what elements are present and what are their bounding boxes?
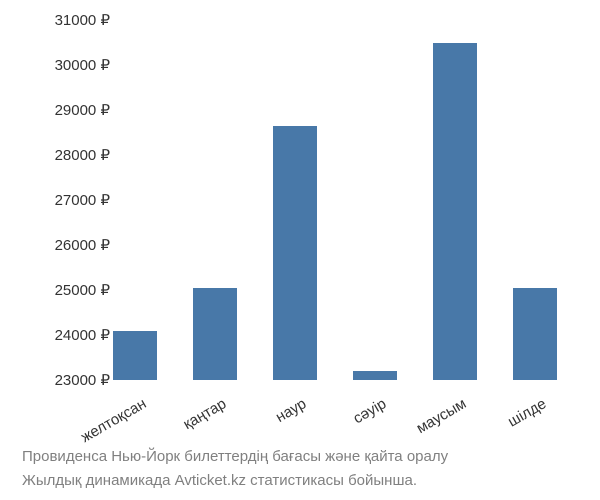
y-axis-tick-label: 24000 ₽ [55, 326, 110, 344]
y-axis-tick-label: 27000 ₽ [55, 191, 110, 209]
bar [353, 371, 397, 380]
y-axis-tick-label: 25000 ₽ [55, 281, 110, 299]
caption-line-2: Жылдық динамикада Avticket.kz статистика… [22, 472, 417, 489]
y-axis-tick-label: 31000 ₽ [55, 11, 110, 29]
bar [433, 43, 477, 381]
chart-container: Провиденса Нью-Йорк билеттердің бағасы ж… [0, 0, 600, 500]
y-axis-tick-label: 28000 ₽ [55, 146, 110, 164]
bar [273, 126, 317, 380]
y-axis-tick-label: 30000 ₽ [55, 56, 110, 74]
y-axis-tick-label: 26000 ₽ [55, 236, 110, 254]
y-axis-tick-label: 29000 ₽ [55, 101, 110, 119]
bar [193, 288, 237, 380]
bar [113, 331, 157, 381]
plot-area [95, 20, 575, 380]
bar [513, 288, 557, 380]
y-axis-tick-label: 23000 ₽ [55, 371, 110, 389]
